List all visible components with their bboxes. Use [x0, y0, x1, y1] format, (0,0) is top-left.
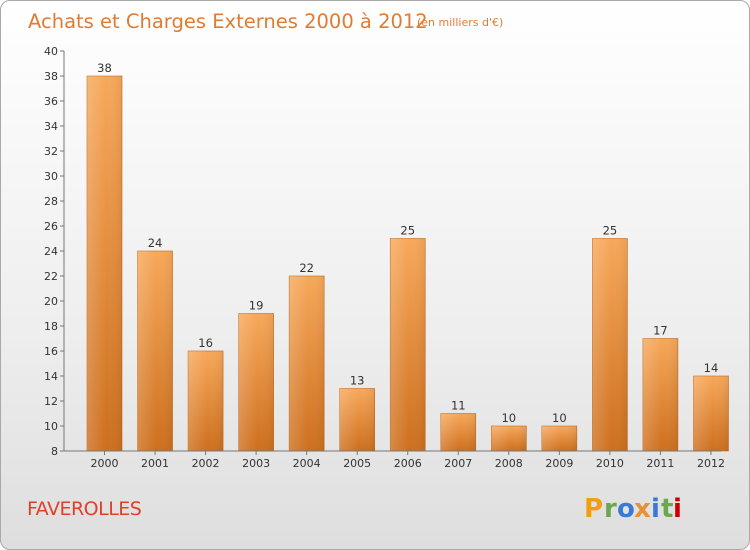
- y-tick-label: 28: [44, 195, 58, 208]
- y-tick-label: 22: [44, 270, 58, 283]
- y-tick-label: 18: [44, 320, 58, 333]
- logo-letter: r: [604, 494, 617, 524]
- y-tick-label: 26: [44, 220, 58, 233]
- y-tick-label: 20: [44, 295, 58, 308]
- commune-name: FAVEROLLES: [27, 498, 141, 520]
- bar-value-label: 25: [603, 224, 618, 238]
- logo-letter: P: [584, 494, 603, 524]
- bar-shade: [238, 313, 274, 451]
- y-tick-label: 38: [44, 70, 58, 83]
- y-tick-label: 30: [44, 170, 58, 183]
- logo-letter: o: [617, 494, 635, 524]
- y-tick-label: 10: [44, 420, 58, 433]
- bar-value-label: 10: [552, 411, 567, 425]
- y-tick-label: 8: [51, 445, 58, 458]
- bar-value-label: 13: [350, 374, 365, 388]
- y-tick-label: 34: [44, 120, 58, 133]
- chart-title: Achats et Charges Externes 2000 à 2012: [28, 10, 428, 33]
- bar-value-label: 14: [704, 361, 719, 375]
- logo-letter: x: [634, 494, 651, 524]
- bar-shade: [440, 413, 476, 451]
- bar-value-label: 16: [198, 336, 213, 350]
- logo-letter: t: [661, 494, 673, 524]
- y-tick-label: 32: [44, 145, 58, 158]
- bar-value-label: 25: [400, 224, 415, 238]
- y-tick-label: 12: [44, 395, 58, 408]
- bar-shade: [339, 388, 375, 451]
- y-tick-label: 24: [44, 245, 58, 258]
- x-tick-label: 2010: [596, 457, 624, 470]
- bar-shade: [137, 251, 173, 451]
- bar-shade: [491, 426, 527, 451]
- x-tick-label: 2007: [444, 457, 472, 470]
- bar-shade: [693, 376, 729, 451]
- x-tick-label: 2003: [242, 457, 270, 470]
- bar-labels: 38 24 16 19 22 13 25 11 10 10 25 17 14: [97, 61, 718, 425]
- x-tick-label: 2008: [495, 457, 523, 470]
- x-tick-label: 2012: [697, 457, 725, 470]
- bar-shade: [87, 76, 122, 451]
- bar-value-label: 38: [97, 61, 112, 75]
- chart-unit: (en milliers d'€): [417, 16, 503, 29]
- bar-shade: [390, 238, 426, 451]
- bar-shade: [289, 276, 325, 451]
- x-tick-label: 2009: [545, 457, 573, 470]
- x-tick-label: 2000: [91, 457, 119, 470]
- y-tick-label: 40: [44, 45, 58, 58]
- bar-value-label: 10: [501, 411, 516, 425]
- bar-shade: [642, 338, 678, 451]
- y-axis: 8 10 12 14 16 18 20 22 24 26 28 30 32 34 36 38 40: [44, 45, 65, 458]
- x-tick-label: 2002: [192, 457, 220, 470]
- bar-shade: [592, 238, 628, 451]
- bar-value-label: 24: [148, 236, 163, 250]
- logo-letter: i: [673, 494, 682, 524]
- logo-letter: i: [651, 494, 660, 524]
- x-axis: 2000 2001 2002 2003 2004 2005 2006 2007 2008 2009…: [64, 450, 725, 470]
- x-tick-label: 2005: [343, 457, 371, 470]
- x-tick-label: 2006: [394, 457, 422, 470]
- y-tick-label: 14: [44, 370, 58, 383]
- x-tick-label: 2004: [293, 457, 321, 470]
- bar-value-label: 17: [653, 324, 668, 338]
- y-tick-label: 36: [44, 95, 58, 108]
- bar-value-label: 22: [299, 261, 314, 275]
- bar-shade: [188, 351, 224, 451]
- bar-value-label: 19: [249, 299, 264, 313]
- x-tick-label: 2001: [141, 457, 169, 470]
- x-tick-label: 2011: [646, 457, 674, 470]
- bar-value-label: 11: [451, 399, 466, 413]
- bar-shade: [541, 426, 577, 451]
- y-tick-label: 16: [44, 345, 58, 358]
- bars: [86, 75, 729, 452]
